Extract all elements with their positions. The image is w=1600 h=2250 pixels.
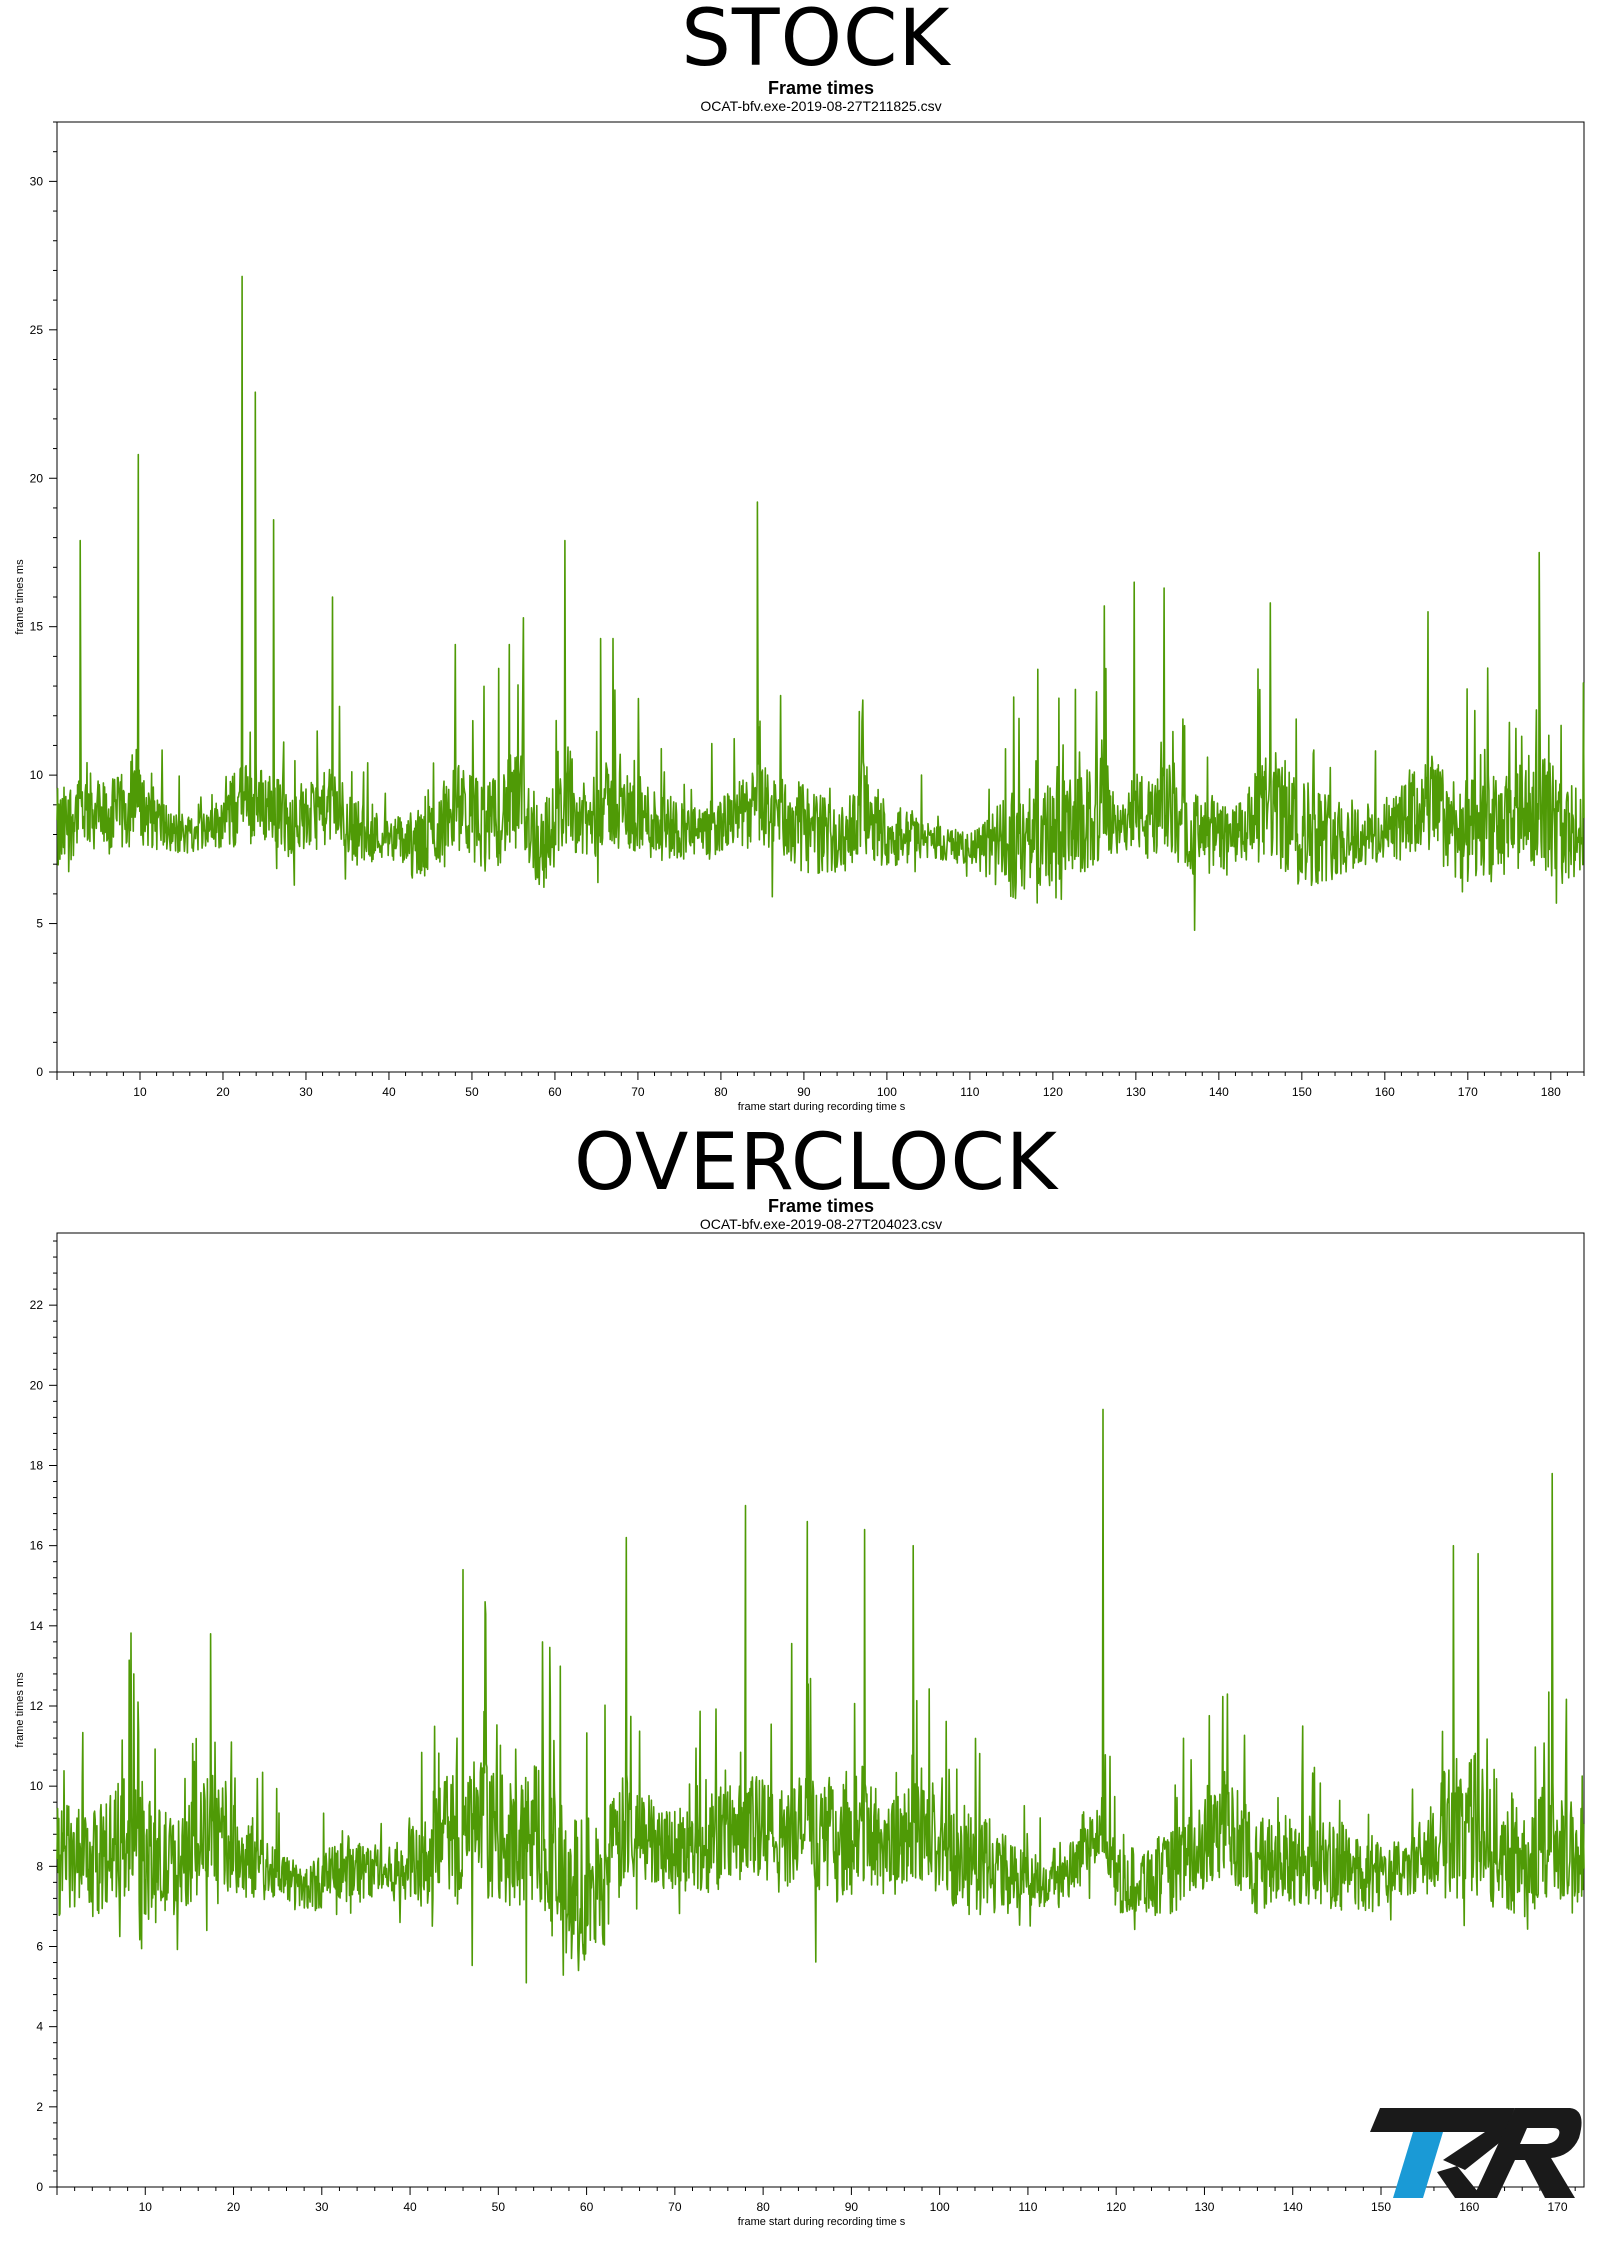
y-axis-title: frame times ms [14, 1672, 26, 1748]
y-tick-label: 20 [30, 1378, 44, 1392]
stock-heading: STOCK [681, 0, 951, 84]
x-tick-label: 50 [492, 2200, 506, 2214]
stock-frame-times-chart: 0 5 10 15 20 25 30 10 20 30 40 50 60 70 80 90 100 110 120 1… [14, 121, 1585, 1113]
x-tick-label: 30 [315, 2200, 329, 2214]
x-tick-label: 170 [1458, 1085, 1478, 1099]
x-tick-label: 150 [1292, 1085, 1312, 1099]
x-tick-label: 70 [668, 2200, 682, 2214]
chart-title-stock: Frame times [767, 78, 875, 98]
x-tick-label: 40 [382, 1085, 396, 1099]
y-tick-label: 10 [30, 768, 44, 782]
y-tick-label: 22 [30, 1298, 44, 1312]
x-tick-label: 180 [1541, 1085, 1561, 1099]
x-tick-label: 80 [756, 2200, 770, 2214]
x-tick-label: 90 [845, 2200, 859, 2214]
x-tick-label: 100 [930, 2200, 950, 2214]
y-tick-label: 4 [36, 2020, 43, 2034]
y-tick-label: 5 [36, 917, 43, 931]
y-tick-label: 16 [30, 1539, 44, 1553]
x-tick-label: 130 [1126, 1085, 1146, 1099]
x-tick-label: 150 [1371, 2200, 1391, 2214]
series-line [56, 275, 1585, 931]
x-tick-label: 30 [299, 1085, 313, 1099]
x-tick-label: 90 [797, 1085, 811, 1099]
y-tick-label: 8 [36, 1859, 43, 1873]
y-axis-title: frame times ms [14, 559, 26, 635]
x-tick-label: 160 [1459, 2200, 1479, 2214]
chart-subtitle-overclock: OCAT-bfv.exe-2019-08-27T204023.csv [699, 1216, 943, 1232]
x-tick-label: 110 [1018, 2200, 1037, 2214]
x-tick-label: 140 [1209, 1085, 1229, 1099]
x-tick-label: 20 [216, 1085, 230, 1099]
logo-k-leg [1437, 2166, 1483, 2198]
x-tick-label: 170 [1548, 2200, 1568, 2214]
y-tick-label: 10 [30, 1779, 44, 1793]
x-tick-label: 10 [139, 2200, 153, 2214]
x-tick-label: 100 [877, 1085, 897, 1099]
y-tick-label: 30 [30, 174, 44, 188]
y-tick-label: 20 [30, 471, 44, 485]
tkr-logo [1370, 2108, 1582, 2198]
x-tick-label: 40 [403, 2200, 417, 2214]
series-line [56, 1408, 1585, 1984]
chart-subtitle-stock: OCAT-bfv.exe-2019-08-27T211825.csv [700, 98, 942, 114]
x-tick-label: 120 [1043, 1085, 1063, 1099]
plot-frame [56, 1232, 1585, 2188]
chart-title-overclock: Frame times [767, 1196, 875, 1216]
y-tick-label: 0 [36, 1065, 43, 1079]
x-axis-title: frame start during recording time s [738, 1101, 906, 1113]
y-tick-label: 12 [30, 1699, 44, 1713]
y-tick-label: 14 [30, 1619, 44, 1633]
x-tick-label: 70 [631, 1085, 645, 1099]
y-tick-label: 0 [36, 2180, 43, 2194]
y-tick-label: 25 [30, 323, 44, 337]
y-tick-label: 2 [36, 2100, 43, 2114]
x-axis-title: frame start during recording time s [738, 2216, 906, 2228]
x-tick-label: 160 [1375, 1085, 1395, 1099]
logo-k-arm [1443, 2132, 1513, 2170]
x-tick-label: 140 [1283, 2200, 1303, 2214]
x-tick-label: 10 [133, 1085, 147, 1099]
x-tick-label: 60 [580, 2200, 594, 2214]
x-tick-label: 130 [1194, 2200, 1214, 2214]
x-tick-label: 110 [960, 1085, 979, 1099]
y-tick-label: 15 [30, 620, 44, 634]
x-tick-label: 60 [548, 1085, 562, 1099]
overclock-heading: OVERCLOCK [573, 1118, 1059, 1208]
logo-t-bar [1370, 2108, 1515, 2132]
y-tick-label: 18 [30, 1458, 44, 1472]
logo-r-shape [1473, 2108, 1582, 2198]
y-tick-label: 6 [36, 1939, 43, 1953]
x-tick-label: 50 [465, 1085, 479, 1099]
x-tick-label: 120 [1106, 2200, 1126, 2214]
logo-t-stem [1393, 2132, 1443, 2198]
x-tick-label: 20 [227, 2200, 241, 2214]
x-tick-label: 80 [714, 1085, 728, 1099]
